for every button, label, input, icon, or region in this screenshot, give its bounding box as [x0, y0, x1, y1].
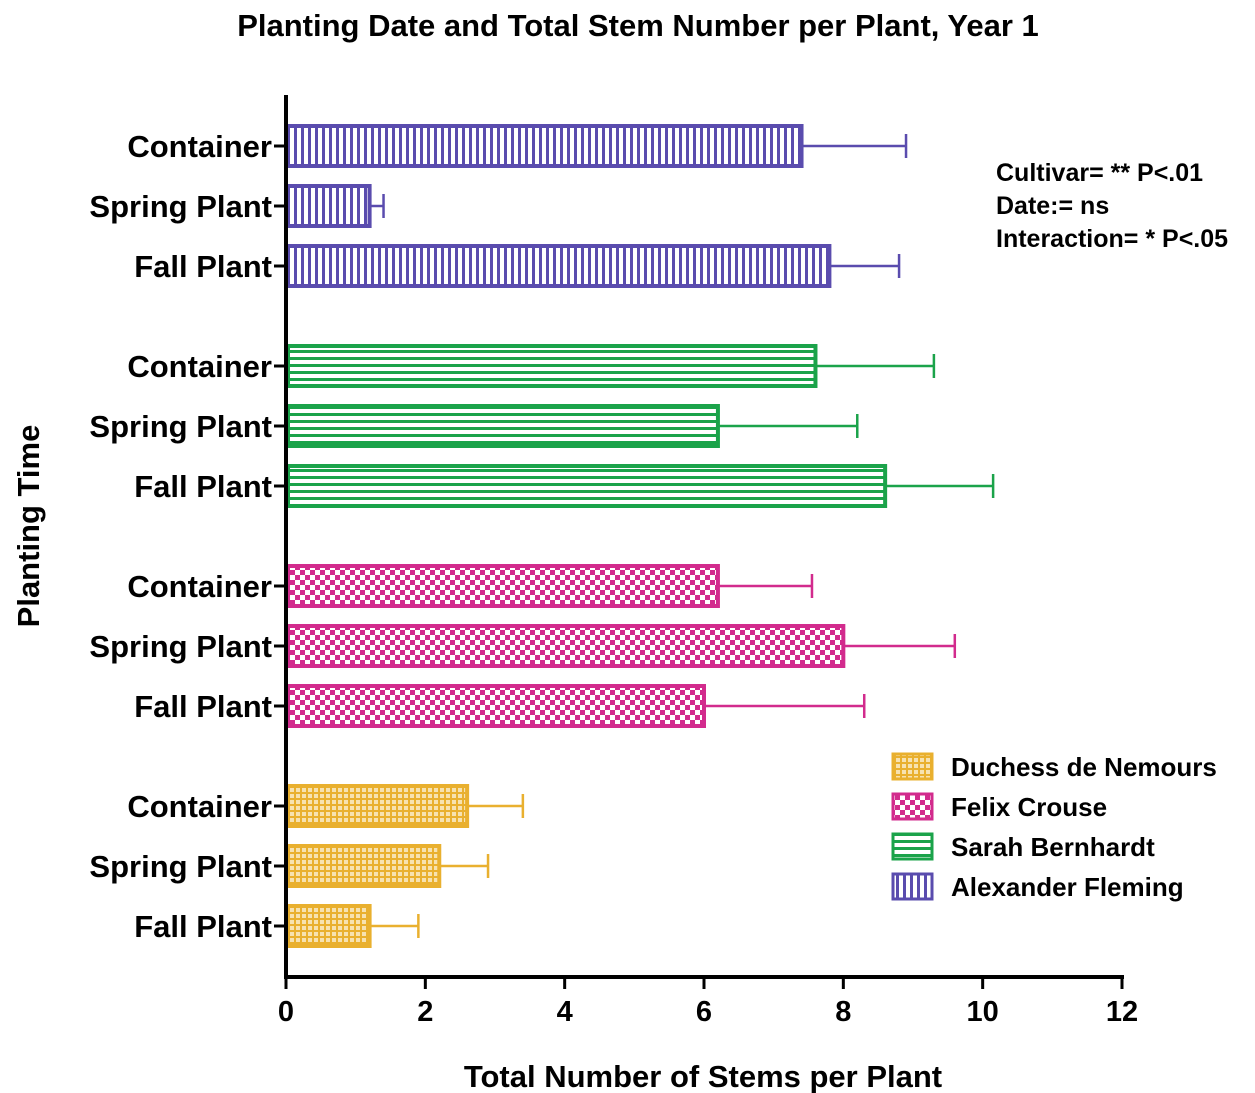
legend: Duchess de Nemours Felix Crouse Sarah Bern…: [891, 752, 1217, 902]
category-label: Spring Plant: [89, 629, 272, 664]
x-tick-label: 2: [417, 996, 433, 1028]
bars-layer: [286, 124, 995, 948]
category-label: Container: [127, 789, 272, 824]
bar: [286, 784, 470, 828]
bar: [286, 184, 372, 228]
stat-note: Interaction= * P<.05: [996, 225, 1228, 253]
category-label: Fall Plant: [134, 909, 272, 944]
category-label: Fall Plant: [134, 249, 272, 284]
bar: [286, 404, 720, 448]
stat-note: Date:= ns: [996, 192, 1109, 220]
legend-swatch: [891, 792, 934, 821]
bar: [286, 124, 804, 168]
bar: [286, 464, 888, 508]
legend-label: Duchess de Nemours: [951, 752, 1217, 782]
x-tick-label: 0: [278, 996, 294, 1028]
category-label: Spring Plant: [89, 409, 272, 444]
legend-label: Felix Crouse: [951, 792, 1107, 822]
bar: [286, 684, 706, 728]
x-tick-label: 10: [967, 996, 999, 1028]
x-tick-label: 6: [696, 996, 712, 1028]
bar: [286, 844, 442, 888]
stat-note: Cultivar= ** P<.01: [996, 159, 1203, 187]
legend-item: Duchess de Nemours: [891, 752, 1217, 782]
legend-item: Sarah Bernhardt: [891, 832, 1155, 862]
legend-swatch: [891, 832, 934, 861]
bar: [286, 564, 720, 608]
category-label: Container: [127, 569, 272, 604]
legend-swatch: [891, 752, 934, 781]
category-label: Container: [127, 129, 272, 164]
bar: [286, 904, 372, 948]
bar: [286, 624, 846, 668]
bar: [286, 344, 818, 388]
category-label: Container: [127, 349, 272, 384]
chart-title: Planting Date and Total Stem Number per …: [237, 8, 1039, 43]
statistics-notes: Cultivar= ** P<.01 Date:= ns Interaction= …: [996, 159, 1228, 253]
category-label: Spring Plant: [89, 849, 272, 884]
legend-item: Alexander Fleming: [891, 872, 1184, 902]
category-label: Fall Plant: [134, 469, 272, 504]
x-tick-label: 8: [835, 996, 851, 1028]
x-tick-label: 4: [557, 996, 573, 1028]
x-axis-title: Total Number of Stems per Plant: [464, 1059, 942, 1093]
legend-label: Alexander Fleming: [951, 872, 1184, 902]
axes: 0 2 4 6 8 10 12: [274, 95, 1138, 1028]
x-tick-label: 12: [1106, 996, 1138, 1028]
category-labels: Container Spring Plant Fall Plant Container…: [89, 129, 272, 944]
legend-label: Sarah Bernhardt: [951, 832, 1155, 862]
category-label: Spring Plant: [89, 189, 272, 224]
category-label: Fall Plant: [134, 689, 272, 724]
legend-swatch: [891, 872, 934, 901]
legend-item: Felix Crouse: [891, 792, 1107, 822]
y-axis-title: Planting Time: [11, 425, 46, 628]
bar: [286, 244, 832, 288]
